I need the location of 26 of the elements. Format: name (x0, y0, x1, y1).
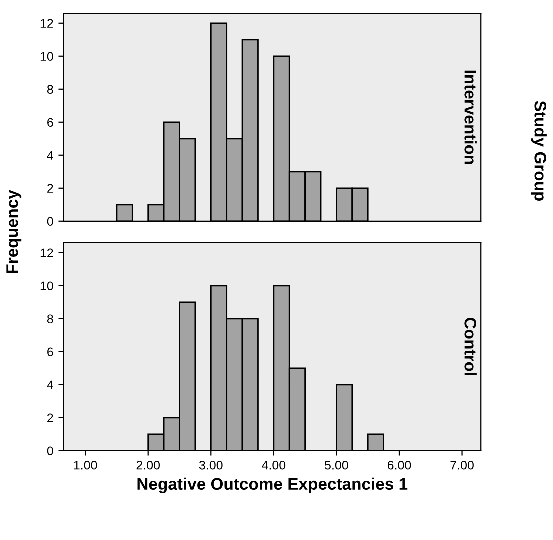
y-tick-label: 8 (47, 85, 54, 94)
x-tick-label: 1.00 (74, 460, 98, 470)
x-tick-label: 6.00 (388, 460, 412, 470)
y-tick-label: 0 (47, 446, 54, 456)
y-tick-label: 8 (47, 314, 54, 324)
y-tick-label: 4 (47, 380, 54, 390)
y-tick-label: 10 (40, 282, 54, 291)
y-tick-label: 10 (40, 52, 54, 62)
x-axis-title: Negative Outcome Expectancies 1 (138, 478, 408, 494)
x-tick-label: 5.00 (325, 460, 348, 470)
text: Control (464, 318, 477, 376)
text: Intervention (464, 70, 477, 164)
y-tick-label: 6 (48, 348, 54, 357)
x-tick-label: 4.00 (262, 460, 286, 470)
x-tick-label: 7.00 (450, 460, 474, 470)
y-tick-label: 4 (47, 151, 54, 160)
text: Study Group (531, 101, 547, 201)
x-tick-label: 2.00 (136, 460, 160, 470)
y-tick-label: 2 (48, 184, 54, 193)
y-axis-title: Frequency (6, 190, 22, 274)
y-tick-label: 0 (47, 217, 54, 226)
y-tick-label: 6 (48, 118, 54, 128)
x-tick-label: 3.00 (199, 460, 223, 470)
y-tick-label: 12 (40, 248, 54, 258)
y-tick-label: 12 (40, 19, 54, 28)
y-tick-label: 2 (48, 414, 54, 422)
